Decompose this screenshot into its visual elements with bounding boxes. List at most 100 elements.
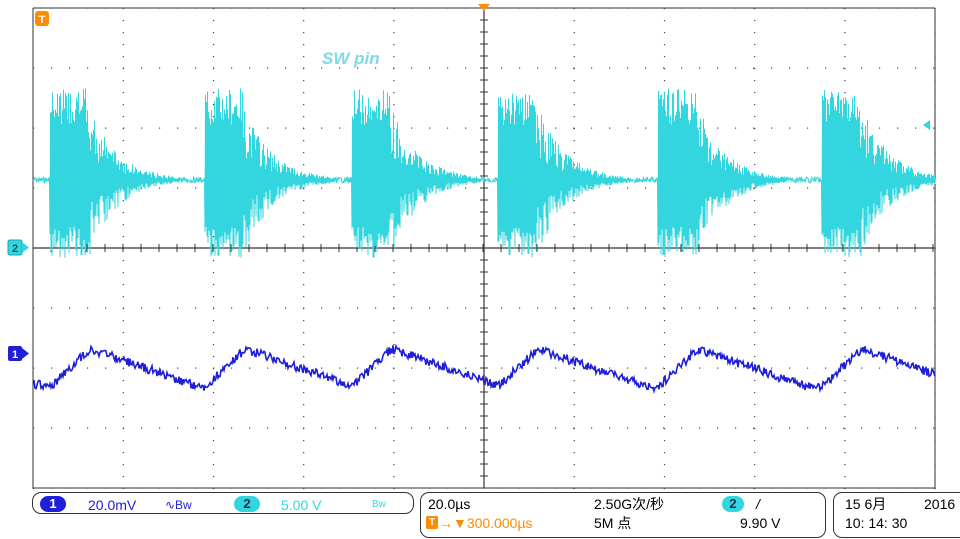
grid-dot	[122, 320, 124, 322]
grid-dot	[33, 427, 35, 429]
trigger-level-marker-icon[interactable]	[923, 120, 930, 130]
grid-dot	[663, 380, 666, 382]
trigger-level[interactable]: 9.90 V	[740, 515, 781, 531]
grid-dot	[303, 464, 305, 466]
grid-dot	[393, 452, 395, 454]
grid-dot	[754, 152, 756, 154]
grid-dot	[231, 367, 233, 369]
grid-dot	[735, 127, 737, 129]
grid-dot	[177, 127, 179, 129]
grid-dot	[411, 487, 413, 489]
grid-dot	[285, 307, 287, 309]
grid-dot	[573, 464, 575, 466]
grid-dot	[934, 368, 936, 370]
grid-dot	[754, 344, 756, 346]
grid-dot	[754, 248, 756, 250]
grid-dot	[663, 68, 666, 70]
grid-dot	[267, 487, 269, 489]
grid-dot	[87, 7, 89, 9]
grid-dot	[122, 260, 124, 262]
grid-dot	[754, 140, 756, 142]
grid-dot	[303, 116, 305, 118]
grid-dot	[303, 164, 305, 166]
grid-dot	[934, 452, 936, 454]
ch1-ground-marker-icon[interactable]	[8, 346, 22, 361]
grid-dot	[122, 116, 124, 118]
ch2-scale[interactable]: 5.00 V	[281, 497, 322, 513]
grid-dot	[934, 212, 936, 214]
grid-dot	[69, 307, 71, 309]
grid-dot	[753, 427, 755, 429]
trigger-source-badge[interactable]: 2	[722, 496, 744, 512]
grid-dot	[699, 307, 701, 309]
grid-dot	[754, 68, 756, 70]
grid-dot	[122, 80, 124, 82]
ch1-scale[interactable]: 20.0mV	[88, 497, 137, 513]
grid-dot	[754, 452, 756, 454]
grid-dot	[807, 187, 809, 189]
grid-dot	[303, 440, 305, 442]
grid-dot	[357, 487, 359, 489]
grid-dot	[933, 7, 935, 9]
grid-dot	[393, 404, 395, 406]
grid-dot	[212, 392, 215, 394]
grid-dot	[807, 127, 809, 129]
trigger-position[interactable]: →▼300.000µs	[439, 515, 533, 531]
grid-dot	[934, 32, 936, 34]
grid-dot	[501, 7, 503, 9]
grid-dot	[393, 332, 395, 334]
grid-dot	[681, 487, 683, 489]
grid-dot	[33, 367, 35, 369]
grid-dot	[609, 127, 611, 129]
grid-dot	[573, 104, 575, 106]
ch1-badge[interactable]: 1	[40, 496, 66, 512]
grid-dot	[573, 20, 575, 22]
grid-dot	[159, 487, 161, 489]
grid-dot	[141, 427, 143, 429]
grid-dot	[771, 127, 773, 129]
grid-dot	[195, 127, 197, 129]
trigger-slope-icon[interactable]: /	[756, 496, 760, 512]
ch2-ground-marker-label: 2	[12, 243, 18, 255]
grid-dot	[411, 127, 413, 129]
timebase-scale[interactable]: 20.0µs	[428, 496, 471, 512]
grid-dot	[339, 7, 341, 9]
grid-dot	[357, 7, 359, 9]
grid-dot	[573, 80, 575, 82]
channel-settings-box[interactable]	[32, 492, 414, 514]
grid-dot	[141, 7, 143, 9]
grid-dot	[754, 200, 756, 202]
grid-dot	[753, 67, 755, 69]
grid-dot	[105, 7, 107, 9]
grid-dot	[122, 284, 124, 286]
grid-dot	[537, 67, 539, 69]
trigger-t-marker-icon[interactable]	[35, 11, 49, 26]
grid-dot	[375, 307, 377, 309]
ch2-badge[interactable]: 2	[234, 496, 260, 512]
grid-dot	[122, 104, 124, 106]
grid-dot	[177, 67, 179, 69]
grid-dot	[879, 307, 881, 309]
timebase-box[interactable]	[420, 492, 826, 538]
grid-dot	[844, 68, 846, 70]
grid-dot	[122, 140, 124, 142]
grid-dot	[321, 307, 323, 309]
grid-dot	[501, 307, 503, 309]
grid-dot	[32, 404, 34, 406]
grid-dot	[122, 20, 124, 22]
grid-dot	[33, 307, 35, 309]
grid-dot	[861, 427, 863, 429]
grid-dot	[699, 7, 701, 9]
grid-dot	[933, 307, 935, 309]
grid-dot	[465, 307, 467, 309]
grid-dot	[844, 488, 846, 490]
grid-dot	[87, 427, 89, 429]
grid-dot	[645, 67, 647, 69]
grid-dot	[573, 67, 575, 69]
grid-dot	[934, 308, 936, 310]
trigger-position-marker-icon[interactable]	[478, 4, 490, 11]
grid-dot	[754, 272, 756, 274]
grid-dot	[249, 307, 251, 309]
grid-dot	[32, 440, 34, 442]
grid-dot	[393, 440, 395, 442]
